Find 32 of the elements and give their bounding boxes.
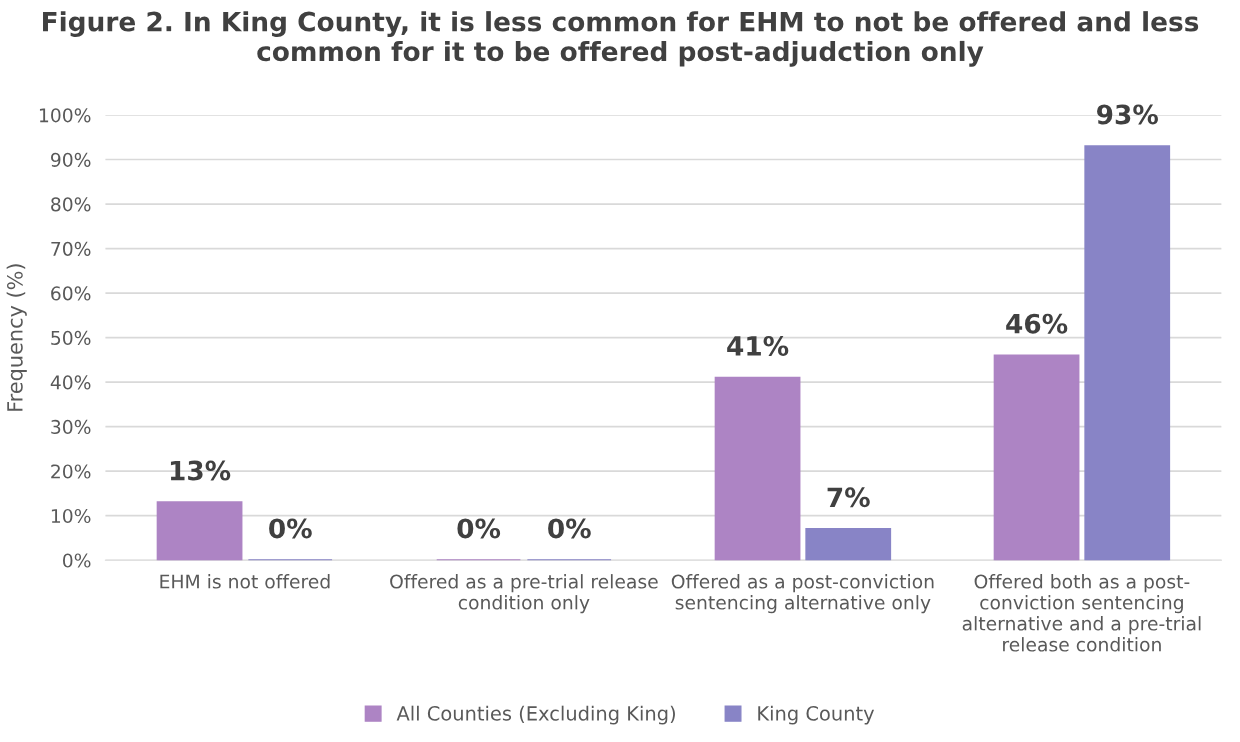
x-tick-label: Offered both as a post-conviction sentencing alternative and a pre-trial release condition bbox=[962, 574, 1201, 652]
data-label: 46% bbox=[1006, 313, 1068, 334]
bar bbox=[156, 501, 243, 561]
data-label: 7% bbox=[827, 487, 870, 508]
x-tick-label: Offered as a pre-trial release condition only bbox=[390, 574, 658, 614]
y-tick-label: 60% bbox=[51, 286, 91, 301]
y-tick-label: 90% bbox=[51, 152, 91, 167]
x-tick-label: EHM is not offered bbox=[160, 574, 330, 589]
y-tick-label: 80% bbox=[51, 197, 91, 212]
data-label: 0% bbox=[269, 518, 312, 539]
y-tick-label: 40% bbox=[50, 375, 91, 390]
bar bbox=[1084, 145, 1171, 561]
data-label: 0% bbox=[548, 518, 591, 539]
bar bbox=[714, 376, 801, 561]
y-tick-label: 100% bbox=[39, 108, 91, 123]
legend-label: All Counties (Excluding King) bbox=[396, 705, 675, 725]
y-tick-label: 0% bbox=[63, 553, 91, 568]
y-tick-label: 10% bbox=[51, 508, 91, 524]
y-axis-title: Frequency (%) bbox=[6, 264, 27, 411]
data-label: 0% bbox=[457, 518, 501, 539]
y-tick-label: 50% bbox=[51, 330, 91, 345]
y-tick-label: 30% bbox=[51, 419, 91, 435]
data-label: 41% bbox=[727, 335, 789, 356]
legend-label: King County bbox=[758, 705, 875, 725]
x-tick-label: Offered as a post-conviction sentencing alternative only bbox=[671, 574, 934, 614]
chart-title: Figure 2. In King County, it is less common for EHM to not be offered and less common for it to be offered post-adjudction only bbox=[43, 11, 1199, 67]
data-label: 93% bbox=[1097, 104, 1158, 125]
y-tick-label: 70% bbox=[51, 241, 91, 256]
data-label: 13% bbox=[170, 460, 231, 481]
bar bbox=[805, 528, 892, 561]
bar bbox=[993, 354, 1080, 561]
y-tick-label: 20% bbox=[51, 464, 91, 479]
